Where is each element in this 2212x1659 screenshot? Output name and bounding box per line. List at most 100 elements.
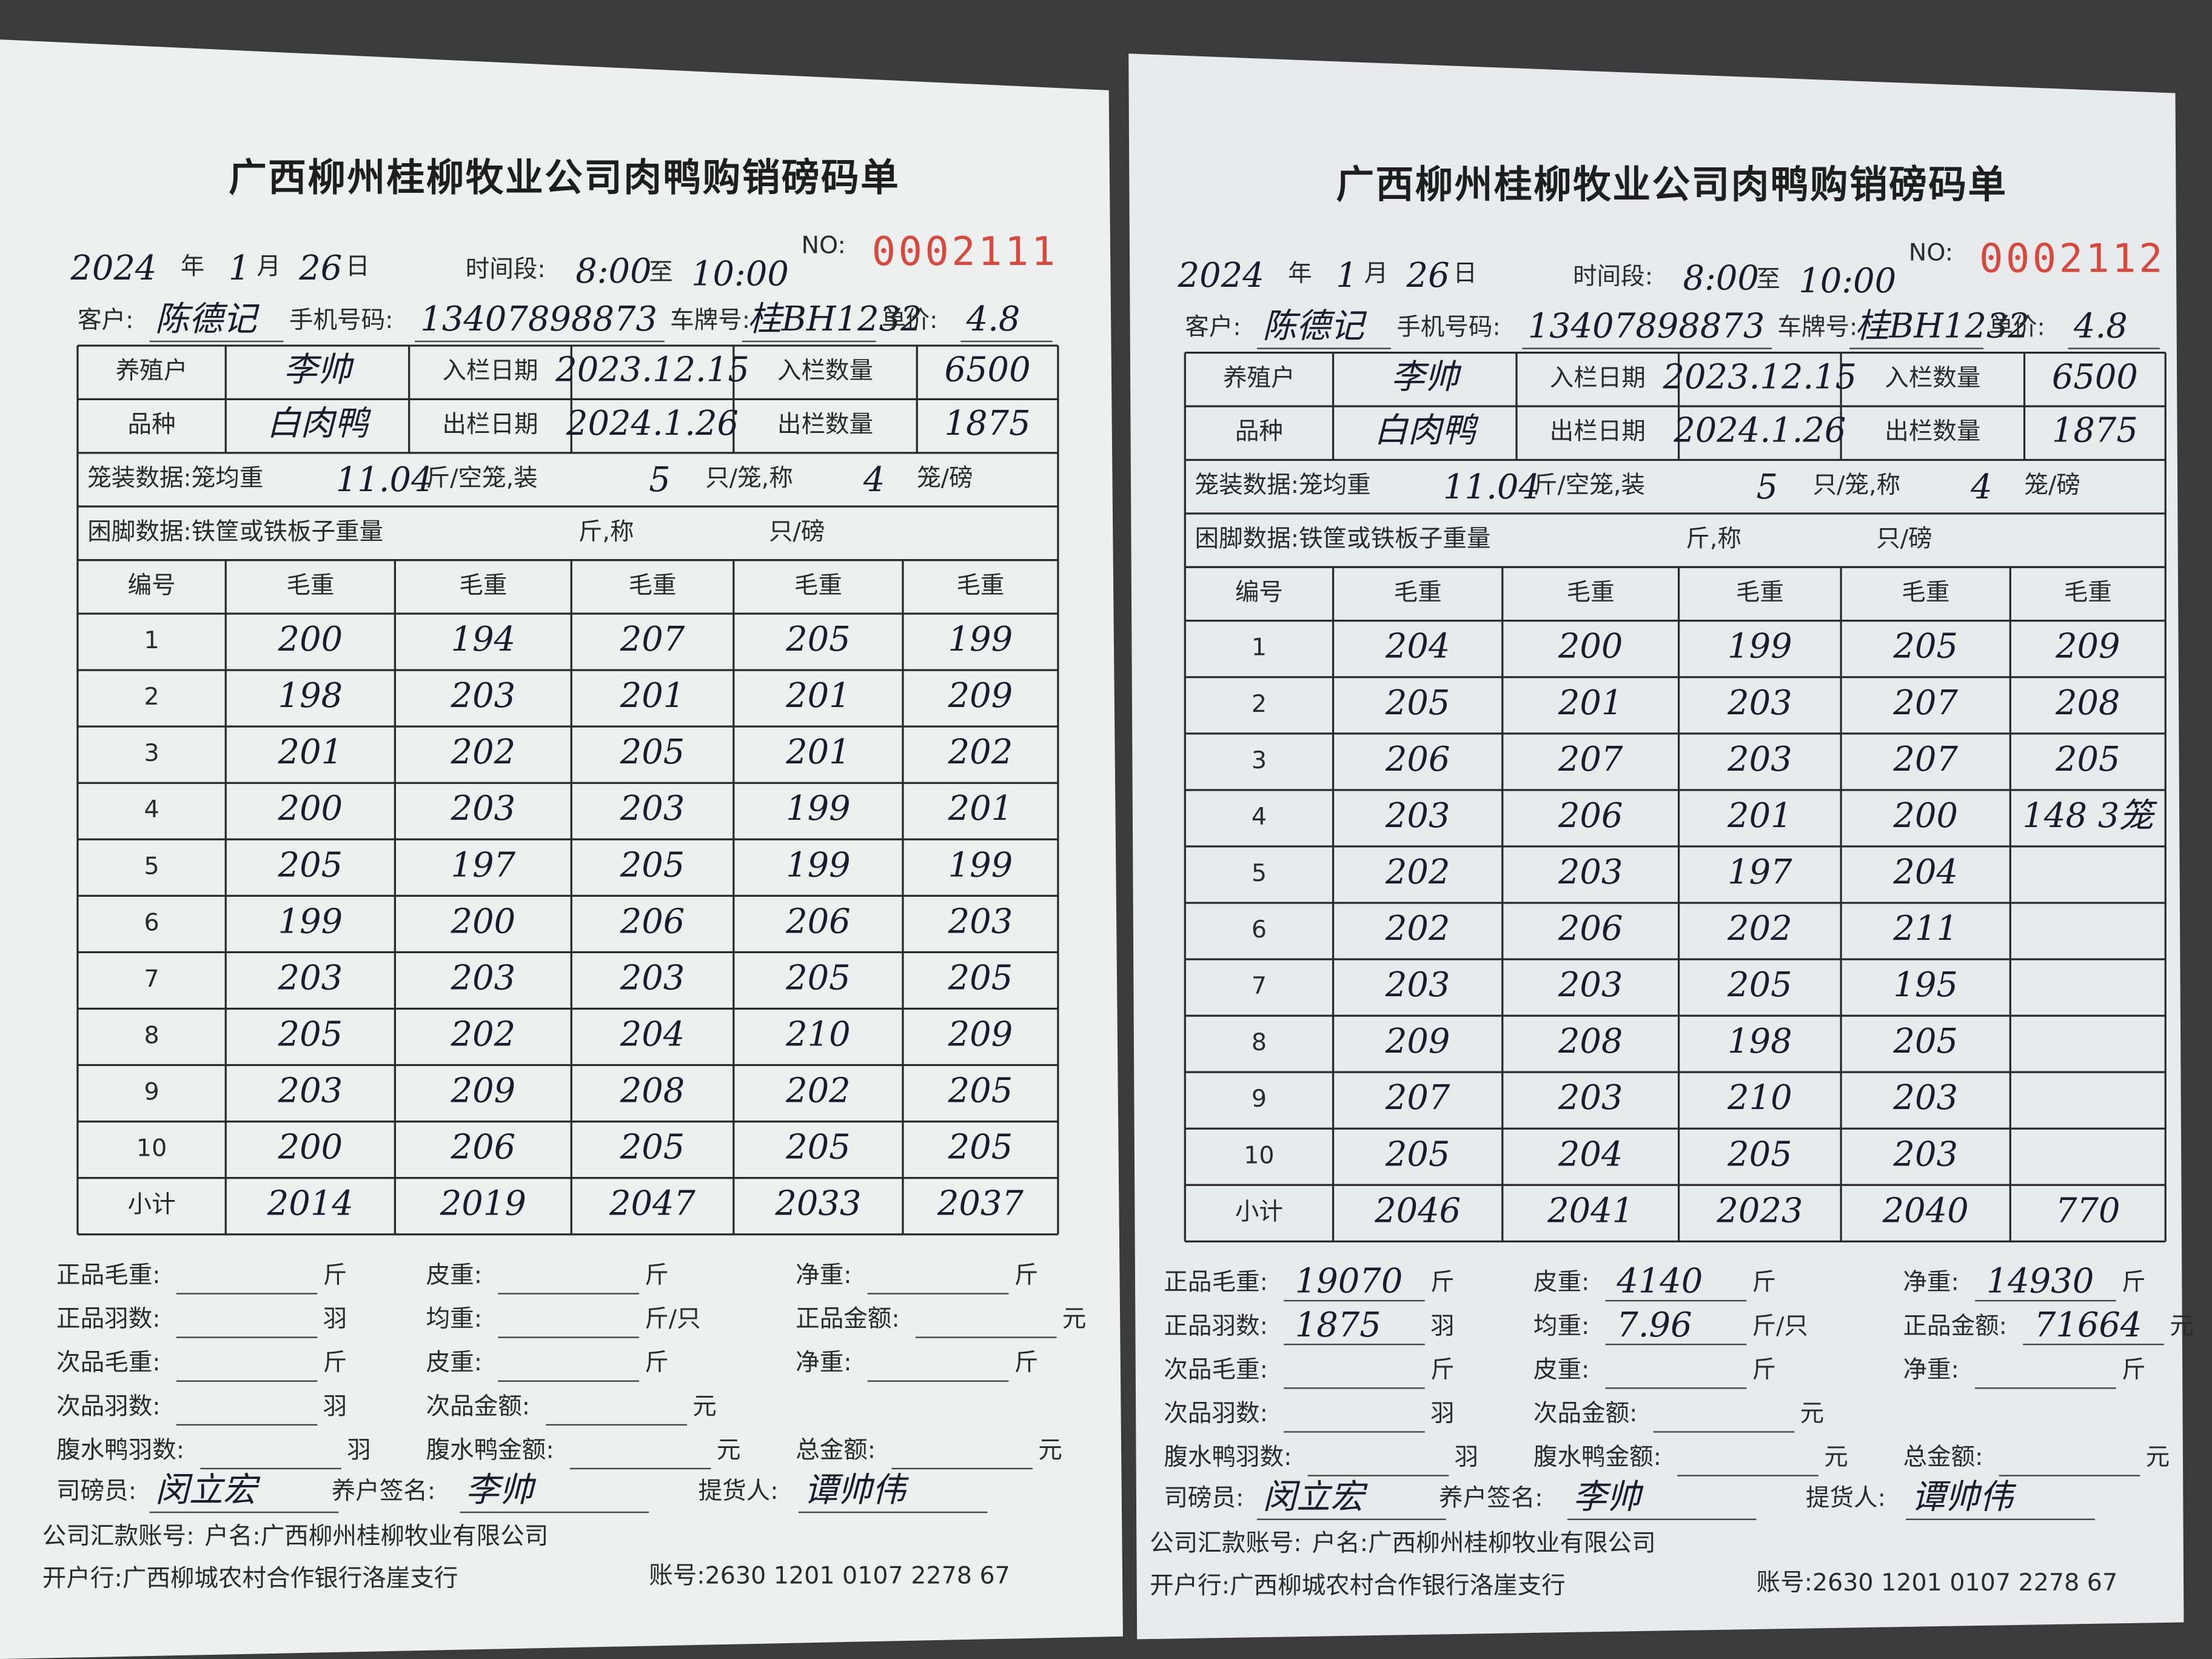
subtotal-cell: 2041 xyxy=(1547,1191,1634,1230)
summary-label: 皮重: xyxy=(426,1261,482,1289)
weight-cell: 201 xyxy=(785,676,851,716)
info-label: 入栏数量 xyxy=(777,357,873,385)
column-header: 毛重 xyxy=(2064,578,2112,606)
summary-value: 19070 xyxy=(1295,1262,1403,1301)
signature-label: 养户签名: xyxy=(332,1477,436,1505)
weight-cell: 202 xyxy=(1727,909,1792,948)
time-start: 8:00 xyxy=(575,252,651,291)
row-number: 7 xyxy=(1252,972,1267,1000)
weight-cell: 148 3笼 xyxy=(2022,796,2157,836)
summary-value: 14930 xyxy=(1986,1262,2094,1301)
weight-cell: 197 xyxy=(451,845,516,885)
field-value: 陈德记 xyxy=(1262,307,1367,346)
weight-cell: 199 xyxy=(278,902,343,941)
weight-cell: 205 xyxy=(620,845,685,885)
summary-unit: 斤 xyxy=(323,1349,347,1376)
form-title: 广西柳州桂柳牧业公司肉鸭购销磅码单 xyxy=(229,155,900,199)
summary-unit: 斤 xyxy=(2122,1356,2146,1384)
info-value: 2023.12.15 xyxy=(1663,357,1857,397)
weight-cell: 201 xyxy=(278,732,343,772)
summary-label: 次品金额: xyxy=(426,1392,531,1420)
subtotal-cell: 2019 xyxy=(440,1184,526,1224)
date-day: 26 xyxy=(298,249,342,288)
summary-unit: 斤/只 xyxy=(645,1305,700,1333)
info-label: 养殖户 xyxy=(1223,364,1295,392)
weight-cell: 205 xyxy=(2055,740,2120,779)
summary-label: 皮重: xyxy=(426,1349,482,1376)
foot-unit: 只/磅 xyxy=(769,518,825,546)
summary-unit: 斤 xyxy=(1014,1349,1039,1376)
signature: 李帅 xyxy=(1573,1478,1644,1517)
form: 广西柳州桂柳牧业公司肉鸭购销磅码单NO: 00021122024 年 1 月 26 日时间段… xyxy=(1150,162,2194,1600)
info-label: 出栏数量 xyxy=(1885,418,1980,446)
field-label: 客户: xyxy=(1185,313,1241,341)
weight-cell: 206 xyxy=(1558,909,1623,948)
signature-label: 养户签名: xyxy=(1439,1484,1543,1512)
date-year: 2024 xyxy=(70,249,156,288)
weight-cell: 202 xyxy=(1385,853,1450,892)
row-number: 2 xyxy=(144,683,159,711)
summary-unit: 元 xyxy=(1800,1399,1825,1427)
bank-name: 开户行:广西柳城农村合作银行洛崖支行 xyxy=(1150,1572,1566,1600)
cage-label: 笼装数据:笼均重 xyxy=(1195,471,1371,499)
weight-cell: 205 xyxy=(1385,1134,1450,1174)
info-label: 品种 xyxy=(1235,418,1283,446)
subtotal-cell: 770 xyxy=(2056,1191,2120,1230)
weight-cell: 201 xyxy=(1727,796,1792,836)
summary-label: 次品毛重: xyxy=(1164,1356,1268,1384)
weight-cell: 210 xyxy=(785,1015,851,1054)
summary-unit: 斤 xyxy=(1752,1356,1777,1384)
column-header: 毛重 xyxy=(1736,578,1784,606)
weight-cell: 200 xyxy=(1892,796,1958,836)
column-header: 毛重 xyxy=(286,571,334,599)
date-year: 2024 xyxy=(1178,256,1264,295)
row-number: 6 xyxy=(1252,916,1267,943)
cage-unit: 斤/空笼,装 xyxy=(1533,471,1645,499)
info-value: 白肉鸭 xyxy=(1374,411,1479,451)
summary-unit: 元 xyxy=(1062,1305,1087,1333)
info-value: 李帅 xyxy=(284,350,355,390)
subtotal-cell: 2047 xyxy=(609,1184,696,1224)
field-value: 4.8 xyxy=(2073,307,2128,346)
summary-unit: 斤 xyxy=(323,1261,347,1289)
weight-cell: 205 xyxy=(1727,1134,1792,1174)
account-number: 账号:2630 1201 0107 2278 67 xyxy=(1757,1569,2118,1597)
info-label: 入栏数量 xyxy=(1885,364,1980,392)
cage-count: 4 xyxy=(1970,468,1992,507)
info-value: 2023.12.15 xyxy=(555,350,749,390)
weight-cell: 201 xyxy=(620,676,685,716)
weight-cell: 199 xyxy=(948,845,1013,885)
field-label: 单价: xyxy=(1989,313,2045,341)
date-unit: 月 xyxy=(256,253,281,281)
weight-cell: 205 xyxy=(785,620,851,659)
date-unit: 年 xyxy=(1288,260,1312,287)
weight-cell: 205 xyxy=(620,732,685,772)
weight-cell: 202 xyxy=(1385,909,1450,948)
row-number: 4 xyxy=(144,796,159,823)
summary-label: 皮重: xyxy=(1533,1356,1589,1384)
weight-cell: 209 xyxy=(451,1071,516,1111)
summary-unit: 元 xyxy=(1824,1443,1848,1471)
field-label: 手机号码: xyxy=(289,306,394,334)
row-number: 3 xyxy=(1252,746,1267,774)
summary-label: 腹水鸭金额: xyxy=(426,1436,554,1464)
summary-value: 7.96 xyxy=(1617,1305,1692,1345)
serial-label: NO: xyxy=(1909,238,1953,266)
field-label: 车牌号: xyxy=(1777,313,1857,341)
cage-count: 4 xyxy=(863,460,885,500)
cage-unit: 笼/磅 xyxy=(2025,471,2080,499)
summary-label: 正品金额: xyxy=(1903,1312,2007,1340)
cage-unit: 笼/磅 xyxy=(917,464,973,492)
summary-unit: 斤 xyxy=(1430,1269,1455,1296)
summary-unit: 羽 xyxy=(323,1305,347,1333)
signature: 李帅 xyxy=(466,1470,537,1510)
weight-cell: 206 xyxy=(620,902,685,941)
time-end: 10:00 xyxy=(691,255,789,294)
info-label: 品种 xyxy=(128,411,176,438)
weight-cell: 202 xyxy=(785,1071,851,1111)
cage-count: 5 xyxy=(649,460,671,500)
signature: 谭帅伟 xyxy=(804,1470,910,1510)
summary-label: 均重: xyxy=(1533,1312,1589,1340)
date-month: 1 xyxy=(1336,256,1358,295)
